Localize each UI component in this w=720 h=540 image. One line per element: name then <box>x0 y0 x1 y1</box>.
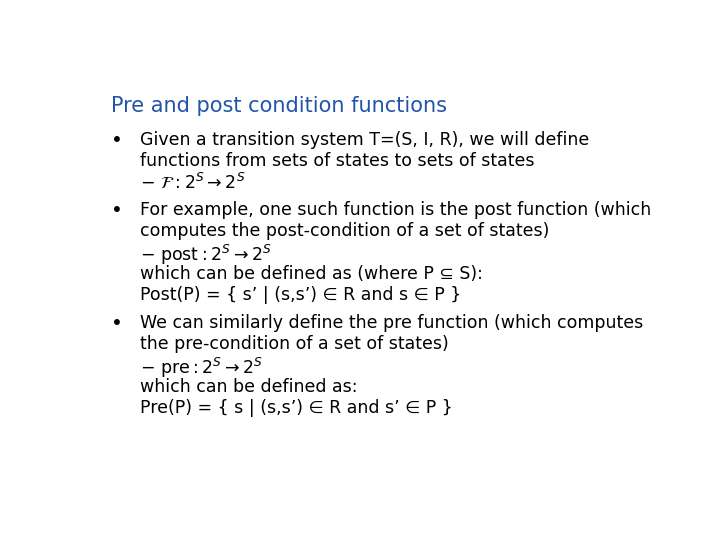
Text: Pre and post condition functions: Pre and post condition functions <box>111 96 447 116</box>
Text: $-\ \mathrm{post} : 2^S \rightarrow 2^S$: $-\ \mathrm{post} : 2^S \rightarrow 2^S$ <box>140 243 272 267</box>
Text: Given a transition system T=(S, I, R), we will define: Given a transition system T=(S, I, R), w… <box>140 131 590 150</box>
Text: •: • <box>111 131 123 150</box>
Text: •: • <box>111 314 123 333</box>
Text: which can be defined as (where P ⊆ S):: which can be defined as (where P ⊆ S): <box>140 265 483 283</box>
Text: which can be defined as:: which can be defined as: <box>140 379 358 396</box>
Text: We can similarly define the pre function (which computes: We can similarly define the pre function… <box>140 314 644 332</box>
Text: •: • <box>111 201 123 220</box>
Text: Pre(P) = { s | (s,s’) ∈ R and s’ ∈ P }: Pre(P) = { s | (s,s’) ∈ R and s’ ∈ P } <box>140 399 453 417</box>
Text: the pre-condition of a set of states): the pre-condition of a set of states) <box>140 335 449 353</box>
Text: $-\ \mathcal{F} : 2^S \rightarrow 2^S$: $-\ \mathcal{F} : 2^S \rightarrow 2^S$ <box>140 173 246 193</box>
Text: Post(P) = { s’ | (s,s’) ∈ R and s ∈ P }: Post(P) = { s’ | (s,s’) ∈ R and s ∈ P } <box>140 286 462 304</box>
Text: $-\ \mathrm{pre} : 2^S \rightarrow 2^S$: $-\ \mathrm{pre} : 2^S \rightarrow 2^S$ <box>140 356 264 380</box>
Text: computes the post-condition of a set of states): computes the post-condition of a set of … <box>140 222 549 240</box>
Text: For example, one such function is the post function (which: For example, one such function is the po… <box>140 201 652 219</box>
Text: functions from sets of states to sets of states: functions from sets of states to sets of… <box>140 152 535 170</box>
